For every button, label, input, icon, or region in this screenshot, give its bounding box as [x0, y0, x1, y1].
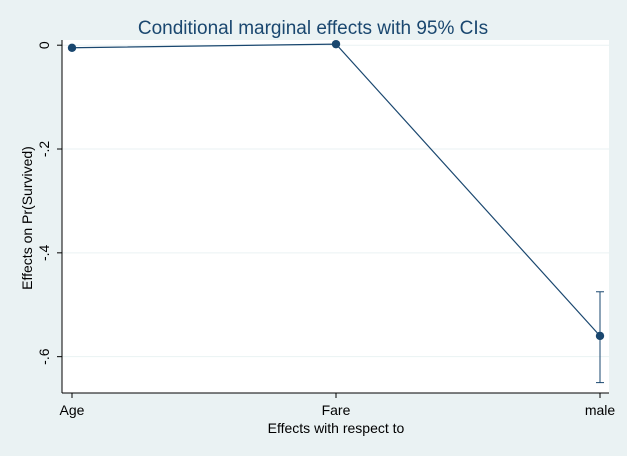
- x-axis-ticks: Age Fare male: [60, 393, 616, 418]
- y-tick-label: 0: [36, 41, 52, 49]
- plot-area: [62, 40, 609, 393]
- x-tick-label: Fare: [322, 402, 351, 418]
- series-layer: [67, 39, 605, 384]
- data-point: [331, 39, 341, 49]
- y-tick-label: -.4: [36, 244, 52, 261]
- data-point: [595, 331, 605, 341]
- y-tick-label: -.2: [36, 141, 52, 158]
- y-axis-ticks: 0 -.2 -.4 -.6: [36, 41, 62, 365]
- data-point: [67, 43, 77, 52]
- x-axis-label: Effects with respect to: [268, 420, 405, 436]
- chart-title: Conditional marginal effects with 95% CI…: [138, 18, 488, 39]
- y-axis-label: Effects on Pr(Survived): [19, 146, 35, 290]
- y-tick-label: -.6: [36, 348, 52, 365]
- x-tick-label: male: [585, 402, 616, 418]
- x-tick-label: Age: [60, 402, 85, 418]
